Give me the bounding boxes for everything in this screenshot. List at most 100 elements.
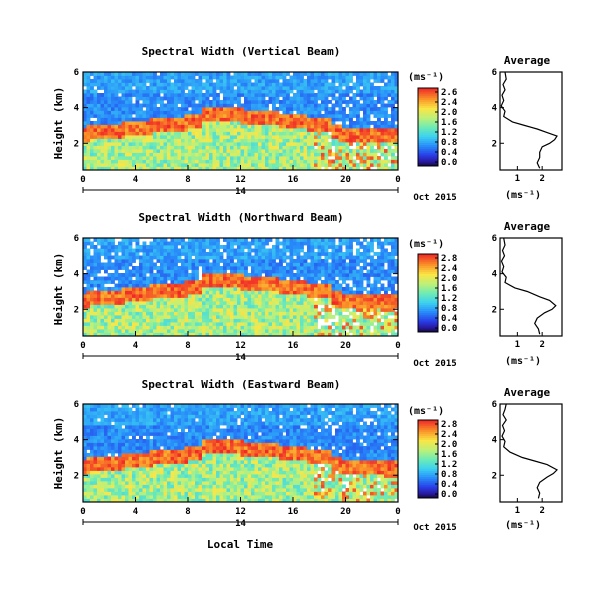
heatmap-cell	[233, 121, 238, 125]
heatmap-cell	[289, 86, 294, 90]
heatmap-cell	[303, 149, 308, 153]
heatmap-cell	[268, 266, 273, 270]
heatmap-cell	[289, 304, 294, 309]
heatmap-cell	[247, 280, 252, 284]
heatmap-cell	[184, 245, 189, 249]
heatmap-cell	[268, 114, 273, 118]
heatmap-cell	[247, 332, 252, 337]
heatmap-cell	[191, 301, 196, 305]
heatmap-cell	[293, 290, 297, 295]
heatmap-cell	[90, 439, 94, 443]
heatmap-cell	[366, 245, 371, 249]
y-tick-label: 4	[74, 270, 80, 280]
heatmap-cell	[83, 107, 87, 111]
heatmap-cell	[310, 245, 315, 249]
heatmap-cell	[307, 156, 311, 160]
heatmap-cell	[328, 294, 332, 298]
heatmap-cell	[237, 159, 241, 164]
heatmap-cell	[212, 163, 217, 167]
heatmap-cell	[128, 308, 133, 312]
heatmap-cell	[170, 149, 175, 153]
heatmap-cell	[342, 241, 346, 246]
heatmap-cell	[86, 407, 91, 412]
heatmap-cell	[83, 149, 87, 153]
heatmap-cell	[324, 269, 329, 274]
heatmap-cell	[345, 79, 350, 83]
heatmap-cell	[338, 238, 343, 242]
heatmap-cell	[209, 318, 213, 323]
heatmap-cell	[233, 128, 238, 132]
heatmap-cell	[90, 269, 94, 274]
heatmap-cell	[205, 304, 210, 309]
heatmap-cell	[328, 117, 332, 122]
heatmap-cell	[265, 152, 269, 157]
heatmap-cell	[359, 252, 364, 256]
heatmap-cell	[223, 121, 227, 125]
heatmap-cell	[90, 460, 94, 464]
heatmap-cell	[202, 332, 206, 337]
heatmap-cell	[195, 135, 199, 139]
heatmap-cell	[160, 318, 164, 323]
heatmap-cell	[310, 241, 315, 246]
heatmap-cell	[163, 145, 168, 150]
heatmap-cell	[160, 110, 164, 115]
heatmap-cell	[160, 107, 164, 111]
heatmap-cell	[100, 404, 105, 408]
heatmap-cell	[293, 283, 297, 288]
heatmap-cell	[254, 248, 259, 253]
heatmap-cell	[331, 82, 336, 87]
heatmap-cell	[114, 128, 119, 132]
heatmap-cell	[265, 138, 269, 143]
heatmap-cell	[121, 93, 126, 97]
heatmap-cell	[212, 238, 217, 242]
heatmap-cell	[296, 89, 301, 94]
heatmap-cell	[97, 308, 101, 312]
heatmap-cell	[233, 266, 238, 270]
heatmap-cell	[391, 269, 395, 274]
heatmap-cell	[205, 283, 210, 288]
heatmap-cell	[118, 163, 122, 167]
heatmap-cell	[107, 107, 112, 111]
heatmap-cell	[209, 294, 213, 298]
heatmap-cell	[188, 159, 192, 164]
heatmap-cell	[205, 121, 210, 125]
heatmap-cell	[146, 72, 150, 76]
heatmap-cell	[93, 75, 98, 80]
heatmap-cell	[83, 315, 87, 319]
heatmap-cell	[310, 166, 315, 171]
heatmap-cell	[212, 325, 217, 330]
heatmap-cell	[345, 248, 350, 253]
heatmap-cell	[363, 142, 367, 146]
heatmap-cell	[240, 238, 245, 242]
heatmap-cell	[268, 138, 273, 143]
heatmap-cell	[303, 304, 308, 309]
heatmap-cell	[135, 159, 140, 164]
heatmap-cell	[111, 266, 115, 270]
heatmap-cell	[83, 481, 87, 485]
heatmap-cell	[359, 159, 364, 164]
heatmap-cell	[338, 287, 343, 291]
heatmap-cell	[125, 79, 129, 83]
heatmap-cell	[373, 135, 378, 139]
heatmap-cell	[223, 294, 227, 298]
heatmap-cell	[198, 75, 203, 80]
heatmap-cell	[83, 159, 87, 164]
heatmap-cell	[181, 166, 185, 171]
heatmap-cell	[289, 241, 294, 246]
heatmap-cell	[216, 262, 220, 267]
heatmap-cell	[233, 329, 238, 333]
heatmap-cell	[139, 301, 143, 305]
heatmap-cell	[188, 283, 192, 288]
heatmap-cell	[230, 103, 234, 108]
heatmap-cell	[156, 96, 161, 101]
heatmap-cell	[331, 276, 336, 281]
heatmap-cell	[209, 93, 213, 97]
heatmap-cell	[90, 418, 94, 422]
heatmap-cell	[373, 100, 378, 104]
heatmap-cell	[293, 322, 297, 326]
heatmap-cell	[300, 283, 304, 288]
heatmap-cell	[104, 149, 108, 153]
heatmap-cell	[293, 135, 297, 139]
heatmap-cell	[90, 407, 94, 412]
heatmap-cell	[272, 93, 276, 97]
